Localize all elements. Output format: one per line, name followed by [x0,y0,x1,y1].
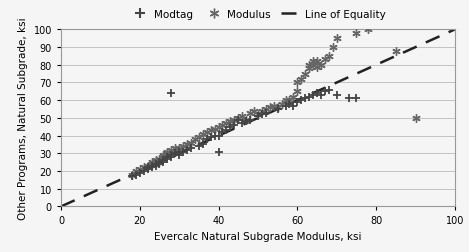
Y-axis label: Other Programs, Natural Subgrade, ksi: Other Programs, Natural Subgrade, ksi [18,18,28,219]
X-axis label: Evercalc Natural Subgrade Modulus, ksi: Evercalc Natural Subgrade Modulus, ksi [154,231,362,241]
Legend: Modtag, Modulus, Line of Equality: Modtag, Modulus, Line of Equality [126,6,390,24]
